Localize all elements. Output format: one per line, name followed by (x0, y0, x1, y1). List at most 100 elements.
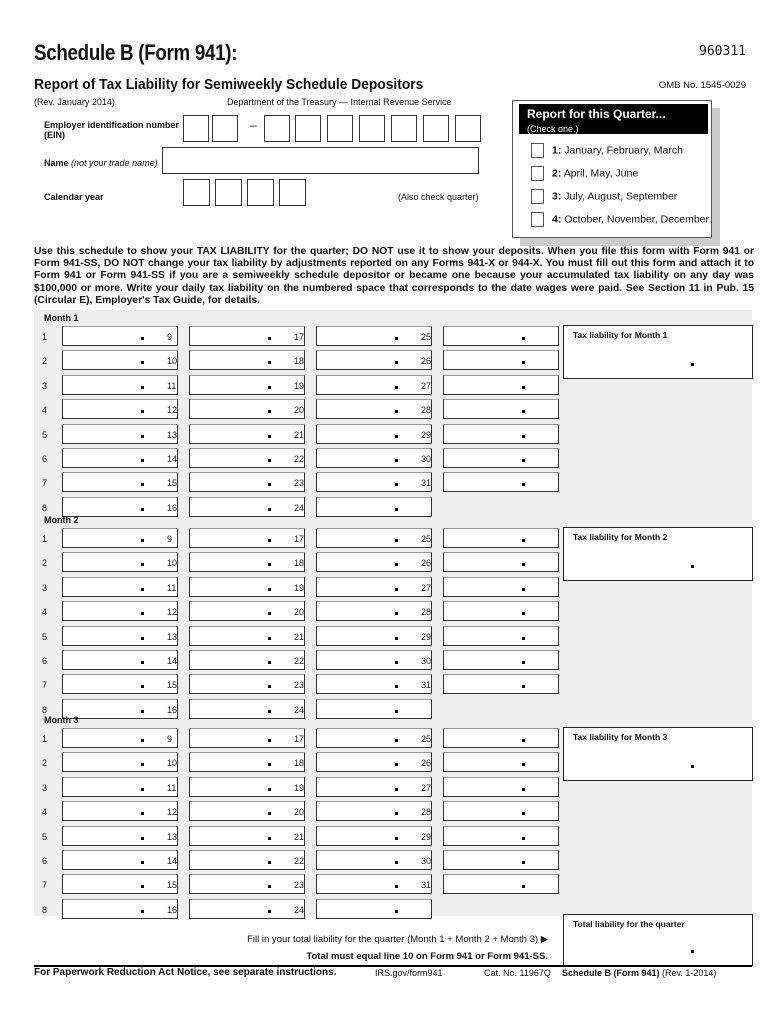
day-23-liability-input[interactable] (316, 874, 432, 895)
day-22-liability-input[interactable] (316, 650, 432, 670)
day-13-liability-input[interactable] (189, 625, 305, 646)
day-18-liability-input[interactable] (316, 350, 432, 371)
day-11-liability-input[interactable] (189, 776, 305, 797)
day-1-liability-input[interactable] (62, 528, 178, 548)
day-26-liability-input[interactable] (443, 552, 559, 573)
day-17-liability-input[interactable] (316, 728, 432, 748)
day-13-liability-input[interactable] (189, 825, 305, 846)
day-5-liability-input[interactable] (62, 825, 178, 846)
year-digit-box[interactable] (215, 179, 242, 206)
day-10-liability-input[interactable] (189, 552, 305, 573)
day-15-liability-input[interactable] (189, 472, 305, 493)
name-input[interactable] (162, 147, 479, 174)
day-17-liability-input[interactable] (316, 326, 432, 346)
ein-digit-box[interactable] (455, 115, 481, 142)
day-21-liability-input[interactable] (316, 625, 432, 646)
day-16-liability-input[interactable] (189, 698, 305, 719)
month-1-total-box[interactable]: Tax liability for Month 1 (563, 325, 753, 379)
day-15-liability-input[interactable] (189, 874, 305, 895)
day-21-liability-input[interactable] (316, 423, 432, 444)
day-28-liability-input[interactable] (443, 399, 559, 420)
day-14-liability-input[interactable] (189, 448, 305, 468)
ein-digit-box[interactable] (391, 115, 417, 142)
quarter-option-3[interactable]: 3: July, August, September (531, 189, 677, 204)
day-24-liability-input[interactable] (316, 496, 432, 517)
day-2-liability-input[interactable] (62, 752, 178, 773)
day-16-liability-input[interactable] (189, 496, 305, 517)
ein-digit-box[interactable] (264, 115, 290, 142)
ein-digit-box[interactable] (327, 115, 353, 142)
day-6-liability-input[interactable] (62, 650, 178, 670)
day-7-liability-input[interactable] (62, 674, 178, 695)
day-26-liability-input[interactable] (443, 350, 559, 371)
day-9-liability-input[interactable] (189, 528, 305, 548)
day-2-liability-input[interactable] (62, 350, 178, 371)
irs-link[interactable]: IRS.gov/form941 (375, 968, 443, 978)
day-5-liability-input[interactable] (62, 423, 178, 444)
day-30-liability-input[interactable] (443, 650, 559, 670)
day-18-liability-input[interactable] (316, 752, 432, 773)
day-19-liability-input[interactable] (316, 776, 432, 797)
day-14-liability-input[interactable] (189, 850, 305, 870)
ein-digit-box[interactable] (359, 115, 385, 142)
day-20-liability-input[interactable] (316, 801, 432, 822)
day-17-liability-input[interactable] (316, 528, 432, 548)
day-23-liability-input[interactable] (316, 472, 432, 493)
day-9-liability-input[interactable] (189, 326, 305, 346)
ein-digit-box[interactable] (183, 115, 209, 142)
day-15-liability-input[interactable] (189, 674, 305, 695)
day-30-liability-input[interactable] (443, 850, 559, 870)
day-21-liability-input[interactable] (316, 825, 432, 846)
day-13-liability-input[interactable] (189, 423, 305, 444)
day-12-liability-input[interactable] (189, 801, 305, 822)
day-8-liability-input[interactable] (62, 898, 178, 919)
day-29-liability-input[interactable] (443, 423, 559, 444)
day-25-liability-input[interactable] (443, 326, 559, 346)
day-14-liability-input[interactable] (189, 650, 305, 670)
day-4-liability-input[interactable] (62, 601, 178, 622)
checkbox[interactable] (531, 166, 544, 181)
day-12-liability-input[interactable] (189, 399, 305, 420)
year-digit-box[interactable] (247, 179, 274, 206)
day-10-liability-input[interactable] (189, 350, 305, 371)
day-5-liability-input[interactable] (62, 625, 178, 646)
checkbox[interactable] (531, 189, 544, 204)
day-2-liability-input[interactable] (62, 552, 178, 573)
day-6-liability-input[interactable] (62, 850, 178, 870)
day-29-liability-input[interactable] (443, 825, 559, 846)
day-7-liability-input[interactable] (62, 472, 178, 493)
checkbox[interactable] (531, 143, 544, 158)
day-27-liability-input[interactable] (443, 776, 559, 797)
day-25-liability-input[interactable] (443, 728, 559, 748)
day-20-liability-input[interactable] (316, 601, 432, 622)
day-11-liability-input[interactable] (189, 374, 305, 395)
day-6-liability-input[interactable] (62, 448, 178, 468)
day-26-liability-input[interactable] (443, 752, 559, 773)
quarter-option-1[interactable]: 1: January, February, March (531, 143, 683, 158)
day-30-liability-input[interactable] (443, 448, 559, 468)
day-10-liability-input[interactable] (189, 752, 305, 773)
ein-digit-box[interactable] (423, 115, 449, 142)
day-18-liability-input[interactable] (316, 552, 432, 573)
day-31-liability-input[interactable] (443, 472, 559, 493)
day-8-liability-input[interactable] (62, 698, 178, 719)
day-31-liability-input[interactable] (443, 674, 559, 695)
ein-digit-box[interactable] (295, 115, 321, 142)
day-3-liability-input[interactable] (62, 374, 178, 395)
day-24-liability-input[interactable] (316, 898, 432, 919)
day-16-liability-input[interactable] (189, 898, 305, 919)
day-31-liability-input[interactable] (443, 874, 559, 895)
year-digit-box[interactable] (183, 179, 210, 206)
quarter-option-2[interactable]: 2: April, May, June (531, 166, 638, 181)
year-digit-box[interactable] (279, 179, 306, 206)
day-28-liability-input[interactable] (443, 801, 559, 822)
day-19-liability-input[interactable] (316, 576, 432, 597)
day-27-liability-input[interactable] (443, 576, 559, 597)
day-11-liability-input[interactable] (189, 576, 305, 597)
day-7-liability-input[interactable] (62, 874, 178, 895)
day-8-liability-input[interactable] (62, 496, 178, 517)
quarter-option-4[interactable]: 4: October, November, December (531, 212, 709, 227)
month-3-total-box[interactable]: Tax liability for Month 3 (563, 727, 753, 781)
ein-digit-box[interactable] (212, 115, 238, 142)
day-9-liability-input[interactable] (189, 728, 305, 748)
